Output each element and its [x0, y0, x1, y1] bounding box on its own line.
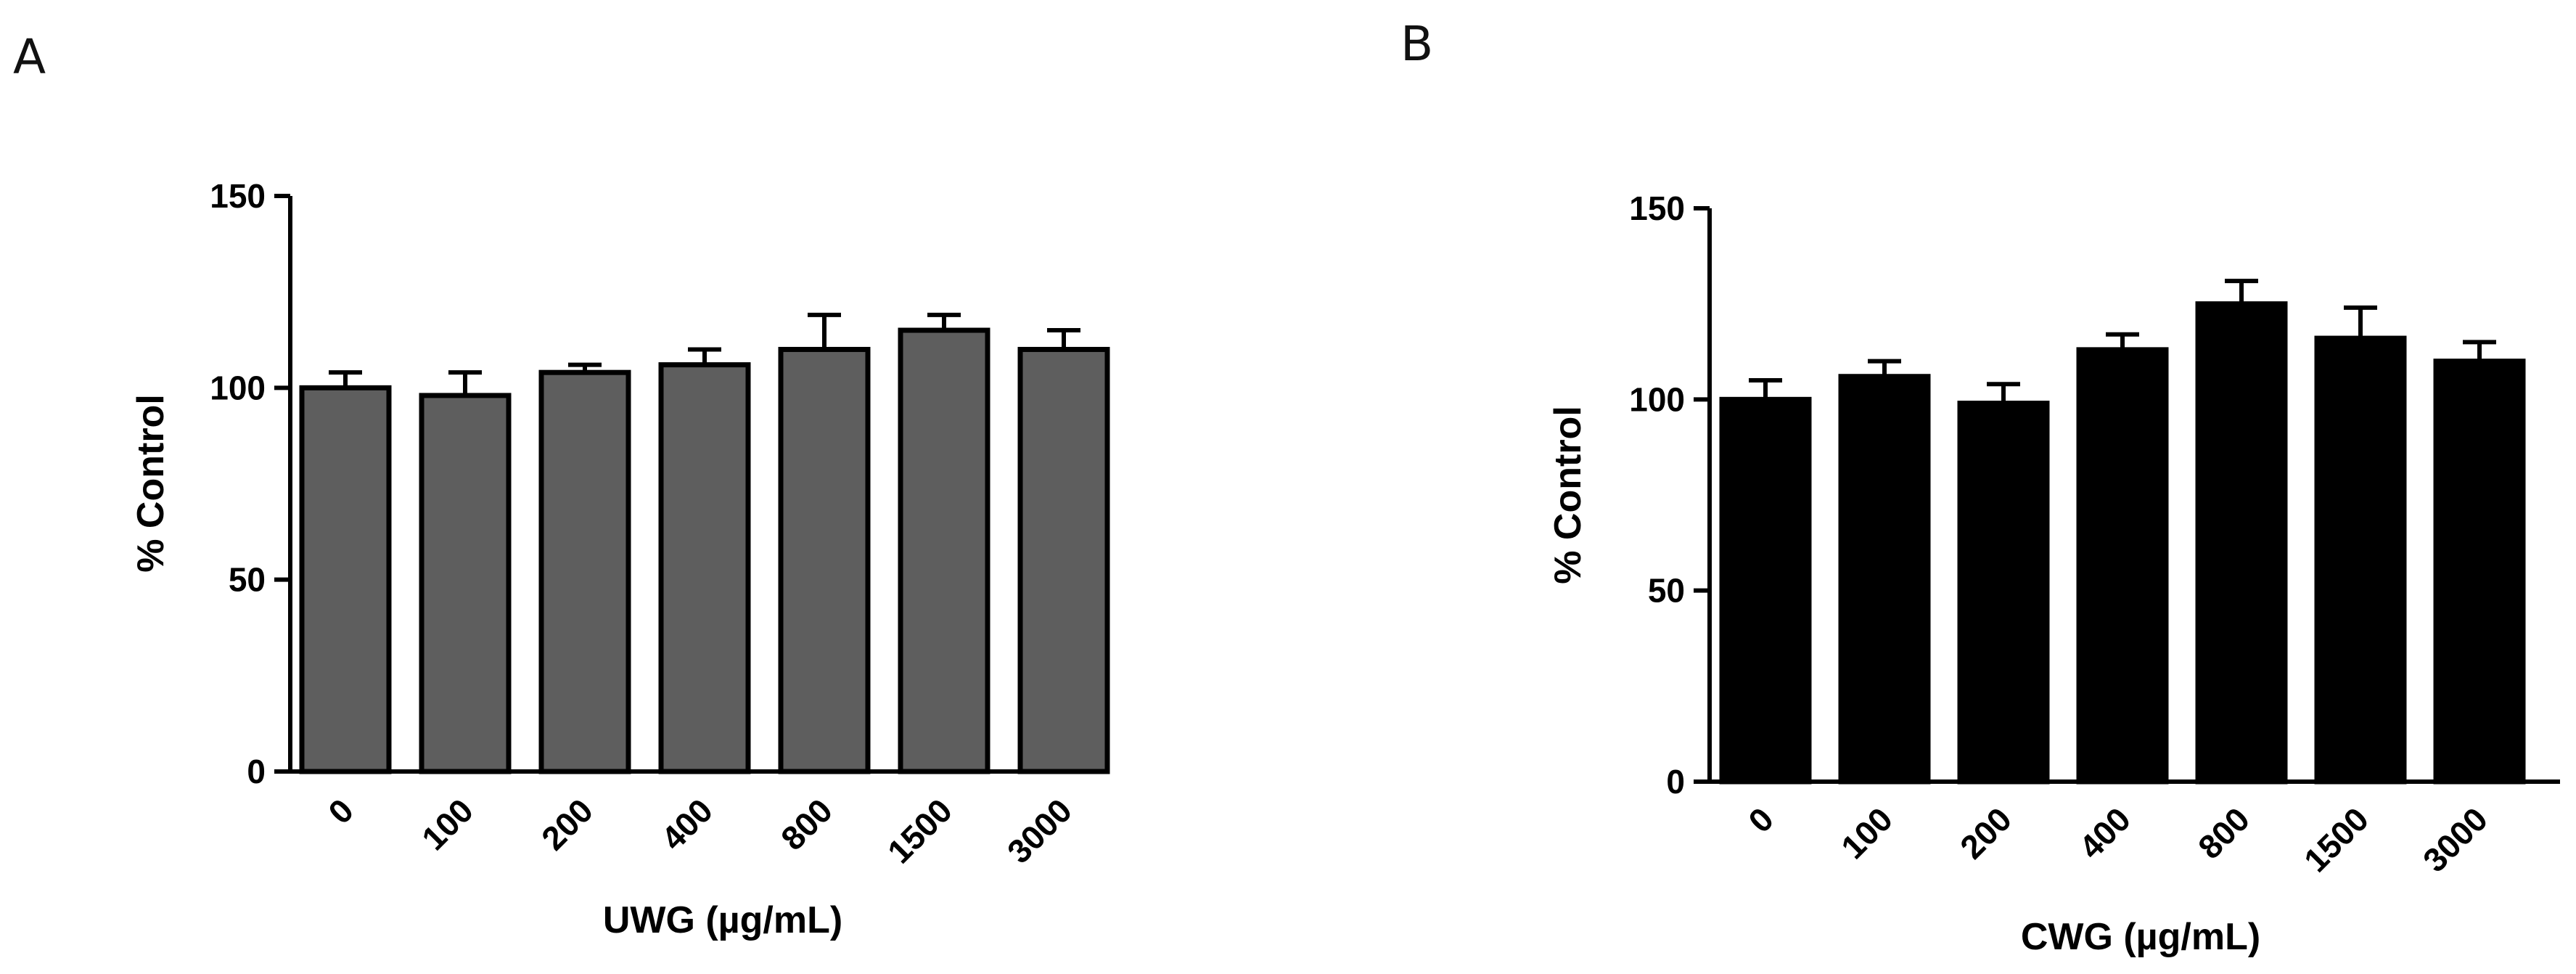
- x-tick-label-3000: 3000: [2416, 800, 2495, 879]
- y-axis-title: % Control: [130, 394, 172, 573]
- bar-400: [2076, 347, 2169, 785]
- x-tick-label-800: 800: [774, 791, 840, 857]
- x-tick-label-3000: 3000: [1000, 791, 1079, 870]
- bar-200: [1957, 401, 2050, 785]
- x-tick-label-800: 800: [2191, 800, 2257, 866]
- x-tick-label-200: 200: [534, 791, 600, 857]
- x-tick-label-400: 400: [654, 791, 720, 857]
- y-tick-label-50: 50: [229, 561, 266, 599]
- bar-0: [1719, 396, 1812, 785]
- x-tick-label-400: 400: [2072, 800, 2138, 866]
- bar-400: [658, 362, 751, 774]
- x-tick-label-1500: 1500: [880, 791, 959, 870]
- x-tick-label-100: 100: [414, 791, 480, 857]
- panel-label-b: B: [1400, 16, 1434, 72]
- x-tick-label-200: 200: [1953, 800, 2019, 866]
- y-tick-label-100: 100: [210, 369, 266, 406]
- y-tick-label-0: 0: [1666, 763, 1685, 801]
- bar-100: [419, 393, 512, 774]
- y-tick-label-0: 0: [247, 753, 266, 790]
- y-tick-label-50: 50: [1648, 572, 1685, 610]
- bar-1500: [898, 327, 990, 774]
- bar-100: [1838, 374, 1931, 785]
- bar-0: [299, 385, 392, 774]
- x-tick-label-1500: 1500: [2297, 800, 2376, 879]
- bar-3000: [1017, 346, 1110, 774]
- bar-1500: [2314, 335, 2407, 785]
- x-axis-title: CWG (µg/mL): [2021, 916, 2260, 958]
- x-tick-label-0: 0: [321, 791, 361, 831]
- x-axis-title: UWG (µg/mL): [603, 899, 842, 941]
- y-tick-label-100: 100: [1629, 380, 1685, 418]
- x-tick-label-100: 100: [1834, 800, 1900, 866]
- bar-3000: [2433, 359, 2526, 785]
- bar-800: [778, 346, 871, 774]
- x-tick-label-0: 0: [1741, 800, 1781, 840]
- y-tick-label-150: 150: [210, 177, 266, 215]
- bar-800: [2195, 301, 2288, 785]
- bar-200: [538, 369, 631, 774]
- y-axis-title: % Control: [1547, 406, 1589, 584]
- panel-label-a: A: [13, 29, 46, 85]
- y-tick-label-150: 150: [1629, 189, 1685, 227]
